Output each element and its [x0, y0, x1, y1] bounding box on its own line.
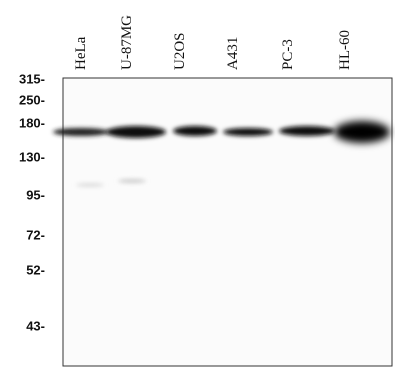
marker-labels: 315- 250- 180- 130- 95- 72- 52- 43-	[19, 71, 45, 333]
marker-label: 95-	[26, 187, 45, 202]
band	[223, 128, 273, 136]
marker-label: 180-	[19, 115, 45, 130]
lane-labels: HeLa U-87MG U2OS A431 PC-3 HL-60	[73, 15, 353, 70]
lane-label: HL-60	[337, 30, 353, 70]
page: {"lanes": ["HeLa", "U-87MG", "U2OS", "A4…	[0, 0, 395, 369]
marker-label: 43-	[26, 318, 45, 333]
lane-label: U-87MG	[119, 15, 135, 70]
band	[53, 128, 109, 136]
western-blot: HeLa U-87MG U2OS A431 PC-3 HL-60 315- 250- 180-…	[0, 0, 395, 369]
marker-label: 52-	[26, 262, 45, 277]
marker-label: 250-	[19, 92, 45, 107]
membrane	[63, 78, 392, 366]
lane-label: PC-3	[280, 39, 296, 70]
lane-label: HeLa	[73, 36, 89, 70]
marker-label: 315-	[19, 71, 45, 86]
lane-label: A431	[225, 37, 241, 70]
band	[106, 126, 166, 138]
marker-label: 130-	[19, 149, 45, 164]
band	[279, 126, 335, 136]
band	[173, 126, 217, 136]
marker-label: 72-	[26, 227, 45, 242]
faint-band	[118, 179, 146, 183]
band	[334, 121, 390, 143]
faint-band	[76, 183, 104, 187]
lane-label: U2OS	[172, 32, 188, 70]
